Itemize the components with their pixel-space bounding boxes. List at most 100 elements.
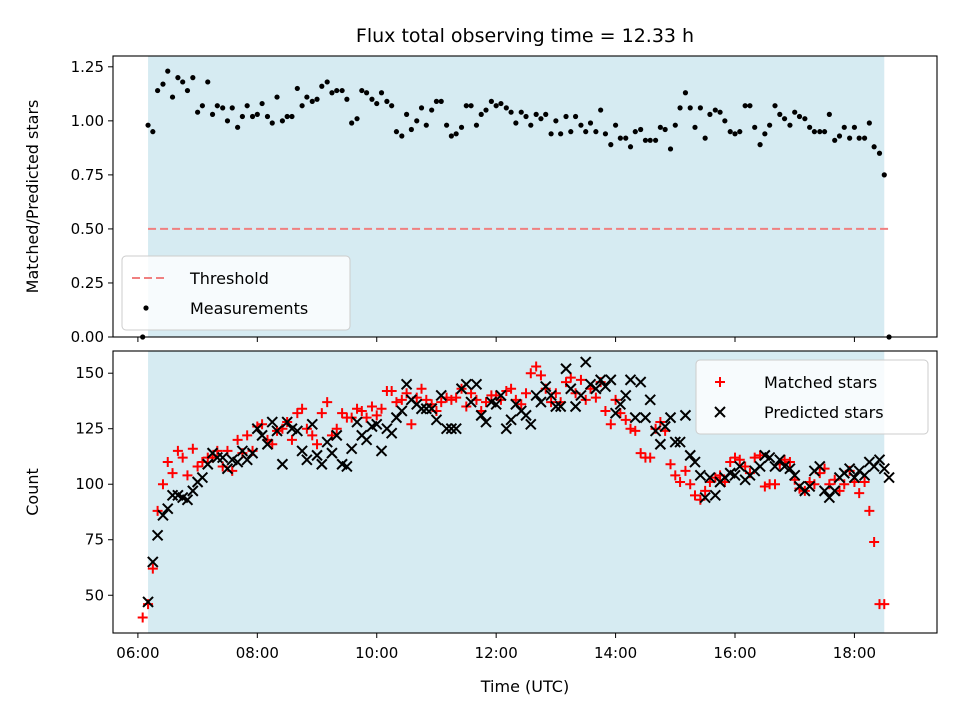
data-point [169, 94, 176, 100]
data-point [157, 479, 168, 490]
y-tick-label: 1.25 [71, 58, 104, 76]
data-point [861, 135, 868, 141]
data-point [286, 434, 297, 445]
data-point [356, 405, 367, 416]
data-point [312, 439, 323, 450]
data-point [543, 111, 549, 117]
data-point [883, 471, 895, 484]
y-tick-label: 75 [85, 531, 104, 549]
data-point [697, 105, 703, 111]
data-point [292, 408, 303, 419]
data-point [289, 113, 295, 120]
data-point [393, 129, 400, 135]
data-point [694, 469, 707, 482]
data-point [416, 383, 427, 394]
data-point [689, 490, 700, 501]
y-tick-label: 1.00 [71, 112, 104, 130]
data-point [177, 452, 188, 463]
data-point [400, 378, 413, 391]
data-point [506, 383, 517, 394]
data-point [871, 144, 877, 150]
data-point [876, 150, 883, 156]
data-point [578, 122, 584, 128]
data-point [664, 411, 677, 424]
data-point [858, 469, 871, 482]
data-point [475, 409, 487, 422]
data-point [548, 131, 554, 137]
legend-box [121, 255, 351, 331]
data-point [361, 412, 372, 423]
data-point [669, 436, 681, 448]
data-point [734, 460, 746, 473]
data-point [665, 459, 676, 470]
data-point [444, 122, 450, 128]
data-point [429, 107, 435, 113]
data-point [145, 122, 151, 128]
data-point [712, 107, 718, 113]
data-point [772, 103, 778, 109]
data-point [500, 423, 513, 435]
data-point [722, 118, 728, 124]
data-point [446, 394, 457, 405]
data-point [304, 94, 310, 100]
data-point [864, 505, 875, 516]
data-point [777, 111, 783, 117]
data-point [319, 83, 325, 89]
data-point [172, 445, 183, 456]
data-point [294, 85, 300, 92]
data-point [167, 468, 178, 479]
data-point [832, 137, 838, 143]
data-point [150, 129, 156, 135]
data-point [737, 129, 743, 135]
data-point [759, 481, 770, 492]
data-point [629, 411, 641, 424]
data-point [162, 457, 173, 468]
data-point [590, 392, 601, 403]
data-point [623, 135, 629, 141]
series-measurements [140, 68, 892, 340]
data-point [251, 423, 264, 435]
y-tick-label: 0.25 [71, 274, 104, 292]
data-point [425, 403, 438, 415]
data-point [518, 109, 524, 115]
data-point [369, 96, 375, 102]
data-point [349, 120, 355, 126]
y-axis-label: Count [23, 468, 42, 516]
data-point [740, 461, 751, 472]
data-point [848, 471, 861, 484]
data-point [692, 124, 698, 130]
data-point [316, 458, 328, 470]
data-point [638, 126, 644, 133]
data-point [826, 111, 832, 117]
data-point [503, 105, 509, 111]
data-point [366, 401, 377, 412]
data-point [624, 374, 637, 386]
data-point [254, 111, 260, 117]
data-point [803, 480, 816, 493]
data-point [593, 129, 599, 135]
data-point [644, 394, 656, 406]
data-point [363, 90, 370, 96]
data-point [378, 90, 385, 96]
data-point [699, 491, 711, 504]
data-point [384, 98, 390, 104]
data-point [205, 79, 211, 85]
data-point [314, 96, 320, 102]
data-point [647, 137, 653, 143]
data-point [754, 460, 766, 473]
legend: Matched stars Predicted stars [695, 359, 929, 435]
data-point [266, 416, 278, 428]
data-point [520, 409, 532, 422]
data-point [399, 133, 405, 139]
data-point [545, 389, 557, 402]
data-point [196, 471, 209, 484]
data-point [147, 556, 159, 568]
data-point [466, 388, 477, 399]
data-point [261, 438, 274, 450]
data-point [672, 122, 678, 128]
data-point [326, 430, 337, 441]
data-point [271, 425, 283, 437]
data-point [326, 447, 338, 459]
data-point [244, 103, 250, 109]
data-point [495, 389, 507, 402]
